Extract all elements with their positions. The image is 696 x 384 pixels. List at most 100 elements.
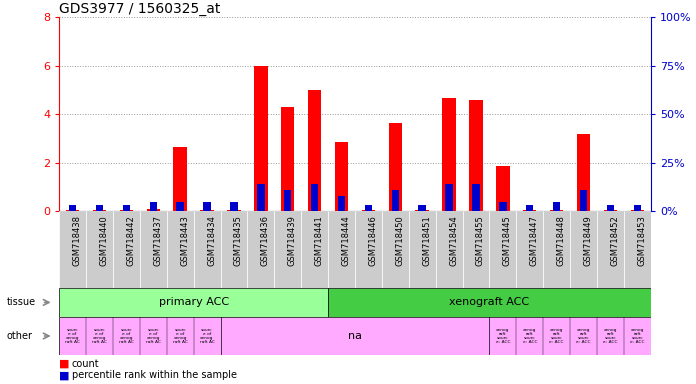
Text: tissue: tissue [7, 297, 36, 308]
Text: xenog
raft
sourc
e: ACC: xenog raft sourc e: ACC [496, 328, 510, 344]
Bar [193, 211, 221, 288]
Bar [308, 90, 322, 211]
Text: sourc
e of
xenog
raft AC: sourc e of xenog raft AC [200, 328, 214, 344]
Text: GSM718443: GSM718443 [180, 215, 189, 266]
Text: GSM718436: GSM718436 [261, 215, 270, 266]
Bar [436, 211, 463, 288]
Bar [445, 184, 453, 211]
Bar [120, 210, 133, 211]
Bar [167, 211, 193, 288]
Bar [489, 211, 516, 288]
Bar [624, 211, 651, 288]
Bar [597, 211, 624, 288]
Text: GSM718444: GSM718444 [342, 215, 351, 266]
Bar [499, 202, 507, 211]
Bar [281, 107, 294, 211]
Bar [66, 210, 79, 211]
Text: sourc
e of
xenog
raft AC: sourc e of xenog raft AC [173, 328, 188, 344]
Bar [150, 202, 157, 211]
Text: GSM718435: GSM718435 [234, 215, 243, 266]
Bar [577, 134, 590, 211]
Bar [338, 196, 345, 211]
Text: xenog
raft
sourc
e: ACC: xenog raft sourc e: ACC [549, 328, 564, 344]
Text: GSM718451: GSM718451 [422, 215, 432, 266]
Text: sourc
e of
xenog
raft AC: sourc e of xenog raft AC [119, 328, 134, 344]
Bar [570, 211, 597, 288]
Text: GSM718439: GSM718439 [287, 215, 296, 266]
Text: primary ACC: primary ACC [159, 297, 229, 308]
Bar [86, 211, 113, 288]
Bar [113, 211, 140, 288]
Bar [227, 210, 241, 211]
Text: GSM718434: GSM718434 [207, 215, 216, 266]
Bar [230, 202, 237, 211]
Text: GSM718445: GSM718445 [503, 215, 512, 266]
Bar [496, 166, 509, 211]
Bar [523, 210, 537, 211]
Bar [69, 205, 77, 211]
Text: GSM718447: GSM718447 [530, 215, 539, 266]
Bar [335, 142, 348, 211]
Bar [284, 190, 292, 211]
Text: GSM718455: GSM718455 [476, 215, 485, 266]
Bar [553, 202, 560, 211]
Text: xenog
raft
sourc
e: ACC: xenog raft sourc e: ACC [630, 328, 644, 344]
Bar [93, 210, 106, 211]
Bar [543, 211, 570, 288]
Text: xenog
raft
sourc
e: ACC: xenog raft sourc e: ACC [576, 328, 591, 344]
Text: GSM718441: GSM718441 [315, 215, 324, 266]
Text: xenograft ACC: xenograft ACC [450, 297, 530, 308]
Bar [221, 211, 247, 288]
Text: GSM718442: GSM718442 [127, 215, 136, 266]
Bar [607, 205, 614, 211]
Bar [362, 210, 375, 211]
Bar [147, 209, 160, 211]
Bar [631, 210, 644, 211]
Text: GSM718449: GSM718449 [583, 215, 592, 266]
Bar [463, 211, 489, 288]
Bar [409, 211, 436, 288]
Bar [469, 100, 483, 211]
Bar [177, 202, 184, 211]
Bar [365, 205, 372, 211]
Bar [173, 147, 187, 211]
Text: GSM718452: GSM718452 [610, 215, 619, 266]
Bar [550, 210, 563, 211]
Bar [203, 202, 211, 211]
Text: count: count [72, 359, 100, 369]
Bar [516, 211, 543, 288]
Bar [311, 184, 318, 211]
Bar [140, 211, 167, 288]
Bar [200, 210, 214, 211]
Text: sourc
e of
xenog
raft AC: sourc e of xenog raft AC [92, 328, 107, 344]
Text: xenog
raft
sourc
e: ACC: xenog raft sourc e: ACC [523, 328, 537, 344]
Bar [254, 66, 267, 211]
Text: ■: ■ [59, 359, 70, 369]
Text: GDS3977 / 1560325_at: GDS3977 / 1560325_at [59, 2, 221, 16]
Bar [443, 98, 456, 211]
Bar [416, 210, 429, 211]
Text: GSM718454: GSM718454 [449, 215, 458, 266]
Text: GSM718453: GSM718453 [638, 215, 647, 266]
Bar [633, 205, 641, 211]
Bar [526, 205, 533, 211]
Bar [603, 210, 617, 211]
Bar [382, 211, 409, 288]
Bar [274, 211, 301, 288]
Bar [59, 288, 328, 317]
Bar [247, 211, 274, 288]
Text: sourc
e of
xenog
raft AC: sourc e of xenog raft AC [146, 328, 161, 344]
Text: percentile rank within the sample: percentile rank within the sample [72, 370, 237, 381]
Text: GSM718438: GSM718438 [72, 215, 81, 266]
Text: GSM718437: GSM718437 [153, 215, 162, 266]
Bar [122, 205, 130, 211]
Text: sourc
e of
xenog
raft AC: sourc e of xenog raft AC [65, 328, 80, 344]
Bar [580, 190, 587, 211]
Text: GSM718448: GSM718448 [557, 215, 566, 266]
Text: na: na [348, 331, 362, 341]
Bar [473, 184, 480, 211]
Text: GSM718446: GSM718446 [368, 215, 377, 266]
Bar [59, 211, 86, 288]
Text: other: other [7, 331, 33, 341]
Bar [328, 288, 651, 317]
